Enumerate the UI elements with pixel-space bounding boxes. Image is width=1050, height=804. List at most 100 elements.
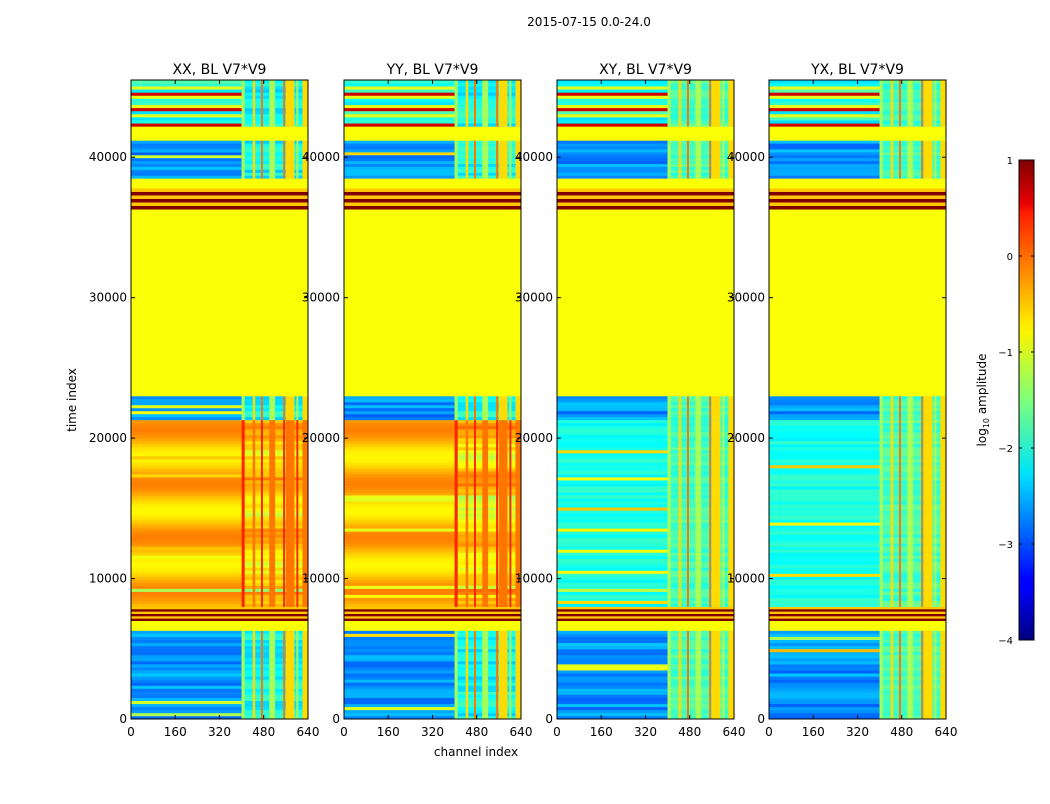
flagged-region — [131, 620, 308, 631]
heatmap-cell — [131, 80, 242, 84]
heatmap-cell — [769, 639, 880, 644]
flagged-region — [344, 209, 521, 397]
rfi-channel — [923, 395, 933, 421]
rfi-channel — [498, 140, 508, 179]
heatmap-cell — [344, 585, 455, 589]
heatmap-cell — [344, 633, 455, 637]
heatmap-cell — [769, 654, 880, 659]
heatmap-cell — [344, 603, 455, 607]
rfi-channel — [302, 140, 308, 179]
heatmap-cell — [557, 117, 668, 121]
heatmap-cell — [344, 440, 455, 445]
heatmap-cell — [769, 528, 880, 532]
colorbar-ticks: 1 0 −1 −2 −3 −4 — [998, 156, 1034, 647]
heatmap-cell — [344, 685, 455, 689]
heatmap-cell — [557, 404, 668, 409]
rfi-channel — [722, 630, 725, 719]
heatmap-cell — [344, 561, 455, 565]
heatmap-cell — [557, 639, 668, 644]
rfi-channel — [728, 395, 734, 421]
heatmap-cell — [344, 446, 455, 451]
heatmap-cell — [344, 507, 455, 511]
heatmap-cell — [769, 498, 880, 502]
heatmap-cell — [557, 709, 668, 714]
flagged-region — [344, 620, 521, 631]
heatmap-cell — [557, 645, 668, 650]
heatmap-cell — [769, 585, 880, 589]
heatmap-cell — [131, 636, 242, 640]
heatmap-cell — [131, 425, 242, 430]
heatmap-cell — [769, 513, 880, 517]
heatmap-cell — [769, 80, 880, 84]
heatmap-cell — [131, 166, 242, 170]
rfi-channel — [879, 419, 883, 607]
rfi-channel — [252, 140, 256, 179]
y-tick-label: 40000 — [302, 150, 340, 164]
heatmap-cell — [769, 603, 880, 607]
heatmap-cell — [131, 597, 242, 601]
heatmap-cell — [131, 163, 242, 167]
saturated-stripe — [557, 188, 734, 192]
heatmap-cell — [131, 564, 242, 568]
heatmap-cell — [769, 676, 880, 680]
heatmap-cell — [131, 706, 242, 711]
rfi-channel — [695, 140, 702, 179]
rfi-channel — [923, 140, 933, 179]
heatmap-cell — [769, 576, 880, 580]
heatmap-cell — [344, 700, 455, 705]
rfi-channel — [252, 395, 256, 421]
rfi-channel — [695, 395, 702, 421]
rfi-channel — [709, 395, 712, 421]
heatmap-cell — [557, 407, 668, 412]
rfi-channel — [509, 419, 512, 607]
rfi-channel — [940, 630, 946, 719]
heatmap-cell — [769, 495, 880, 499]
x-tick-label: 160 — [590, 725, 613, 739]
heatmap-cell — [344, 86, 455, 90]
heatmap-cell — [557, 552, 668, 556]
rfi-channel — [496, 419, 499, 607]
rfi-channel — [728, 630, 734, 719]
heatmap-cell — [131, 531, 242, 535]
heatmap-cell — [131, 117, 242, 121]
heatmap-cell — [131, 107, 242, 112]
heatmap-cell — [769, 570, 880, 574]
rfi-channel — [934, 395, 937, 421]
x-tick-label: 0 — [127, 725, 135, 739]
heatmap-cell — [557, 140, 668, 144]
heatmap-cell — [769, 486, 880, 490]
heatmap-cell — [131, 489, 242, 493]
rfi-channel — [940, 80, 946, 127]
heatmap-cell — [557, 642, 668, 647]
heatmap-cell — [344, 531, 455, 535]
heatmap-cell — [344, 468, 455, 472]
heatmap-cell — [557, 570, 668, 574]
heatmap-cell — [131, 591, 242, 595]
heatmap-cell — [557, 558, 668, 562]
heatmap-cell — [344, 146, 455, 150]
rfi-channel — [711, 80, 721, 127]
heatmap-cell — [769, 703, 880, 708]
heatmap-cell — [344, 528, 455, 532]
heatmap-cell — [557, 706, 668, 711]
heatmap-cell — [131, 92, 242, 96]
y-tick-label: 10000 — [302, 572, 340, 586]
heatmap-cell — [769, 661, 880, 665]
heatmap-cell — [344, 413, 455, 418]
y-tick-label: 20000 — [727, 431, 765, 445]
heatmap-cell — [769, 410, 880, 415]
panel-xy: XY, BL V7*V9 0 160 320 480 640 0 10000 20000 3000… — [515, 62, 746, 739]
heatmap-cell — [769, 449, 880, 454]
rfi-channel — [890, 80, 894, 127]
heatmap-cell — [131, 172, 242, 176]
heatmap-cell — [557, 516, 668, 520]
rfi-channel — [454, 395, 458, 421]
heatmap-cell — [769, 143, 880, 147]
rfi-channel — [921, 419, 924, 607]
heatmap-cell — [557, 146, 668, 150]
heatmap-cell — [769, 483, 880, 487]
heatmap-cell — [557, 697, 668, 701]
heatmap-cell — [131, 456, 242, 460]
heatmap-cell — [344, 555, 455, 559]
rfi-channel — [940, 419, 946, 607]
